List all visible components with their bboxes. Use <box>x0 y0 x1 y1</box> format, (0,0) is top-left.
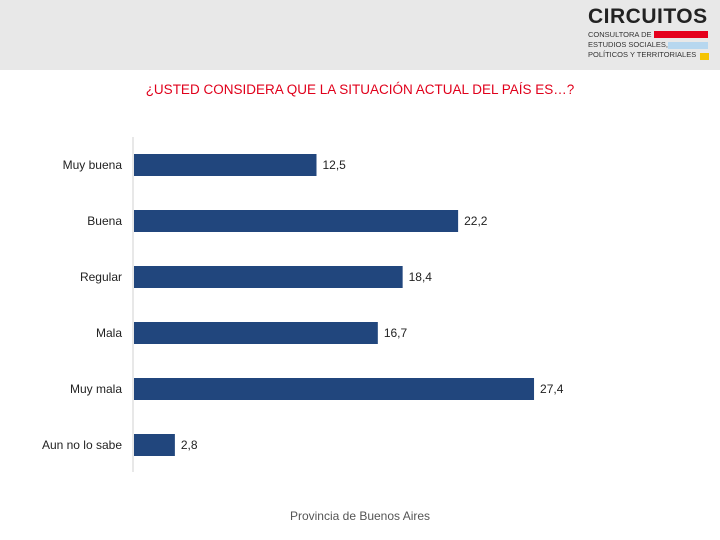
category-label: Buena <box>87 214 122 228</box>
value-label: 12,5 <box>323 158 347 172</box>
header-band <box>0 0 720 70</box>
value-label: 27,4 <box>540 382 564 396</box>
category-label: Mala <box>96 326 122 340</box>
bar <box>134 154 317 176</box>
bar <box>134 266 403 288</box>
logo-line-2: ESTUDIOS SOCIALES, <box>588 40 669 49</box>
logo-name: CIRCUITOS <box>588 5 708 28</box>
bar <box>134 210 459 232</box>
bar <box>134 322 378 344</box>
category-label: Regular <box>80 270 122 284</box>
value-label: 2,8 <box>181 438 198 452</box>
logo-line-3: POLÍTICOS Y TERRITORIALES <box>588 50 697 59</box>
logo-stripe-blue <box>668 42 708 49</box>
bar <box>134 434 175 456</box>
chart-footer: Provincia de Buenos Aires <box>289 509 431 523</box>
logo-line-1: CONSULTORA DE <box>588 30 652 39</box>
chart-title: ¿USTED CONSIDERA QUE LA SITUACIÓN ACTUAL… <box>145 82 575 97</box>
category-label: Aun no lo sabe <box>42 438 122 452</box>
value-label: 22,2 <box>464 214 488 228</box>
category-label: Muy mala <box>70 382 122 396</box>
bar <box>134 378 535 400</box>
value-label: 18,4 <box>409 270 433 284</box>
circuitos-logo: CIRCUITOS CONSULTORA DE ESTUDIOS SOCIALE… <box>588 6 714 66</box>
logo-stripe-yellow <box>700 53 709 60</box>
category-label: Muy buena <box>63 158 123 172</box>
value-label: 16,7 <box>384 326 408 340</box>
logo-stripe-red <box>654 31 708 38</box>
